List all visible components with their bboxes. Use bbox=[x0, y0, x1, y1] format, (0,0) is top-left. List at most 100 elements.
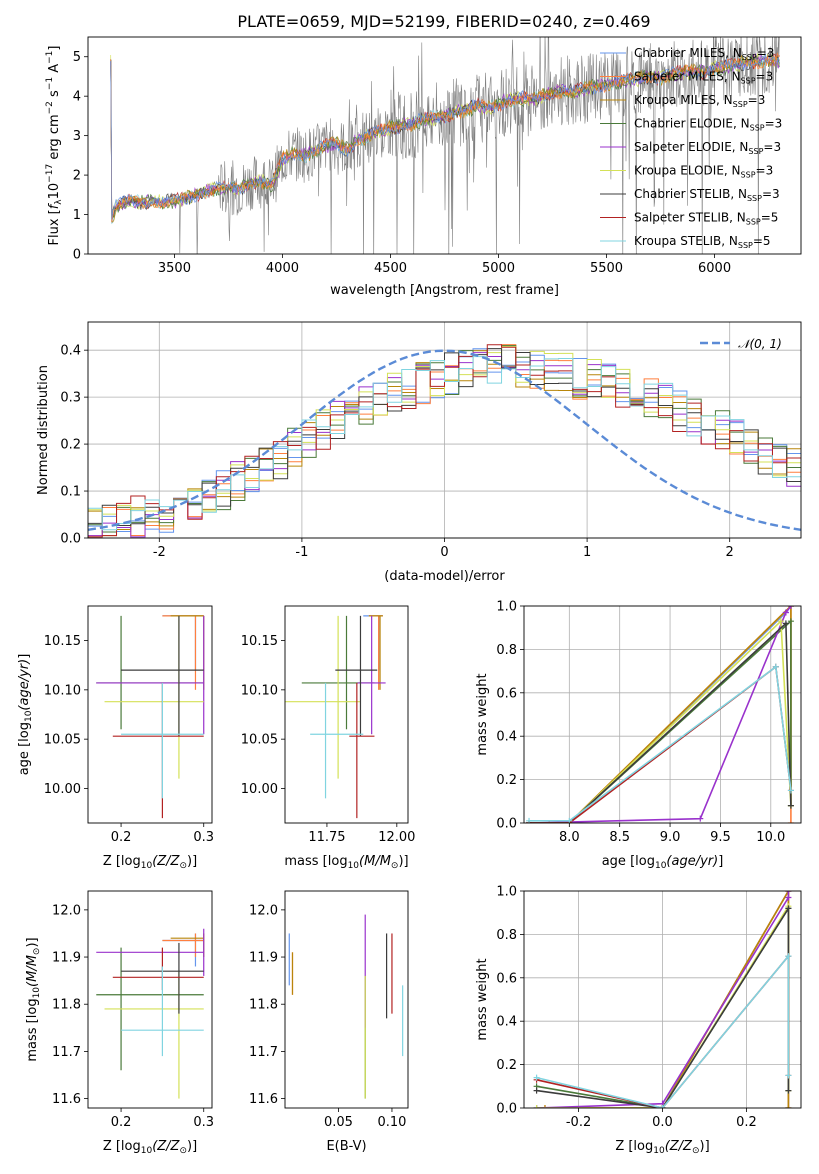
spectrum-ylabel-part: 10 bbox=[47, 183, 62, 200]
legend-sub: SSP bbox=[741, 171, 756, 180]
mass_vs_ebv-plot-area bbox=[288, 914, 404, 1099]
legend-text: Salpeter MILES, N bbox=[634, 70, 741, 84]
spectrum-xtick-label: 3500 bbox=[158, 261, 191, 276]
age_vs_mass-ytick-label: 10.05 bbox=[241, 733, 278, 748]
spectrum-xtick-label: 5500 bbox=[590, 261, 623, 276]
model-spectrum-chabrier_miles bbox=[110, 53, 780, 220]
xlabel-part: (Z/Z bbox=[665, 1139, 693, 1154]
weight-vs-age-xlabel: age [log10(age/yr)] bbox=[602, 854, 724, 871]
mass_vs_Z-ytick-label: 12.0 bbox=[52, 903, 81, 918]
legend-sub: SSP bbox=[747, 194, 762, 203]
mass_vs_Z-frame bbox=[87, 890, 213, 1109]
weight_vs_age-xtick-label: 10.0 bbox=[756, 830, 785, 845]
xlabel-part: (M/M bbox=[359, 854, 391, 869]
legend-label: Chabrier ELODIE, NSSP=3 bbox=[634, 117, 782, 133]
ylabel-part: )] bbox=[25, 937, 40, 947]
xlabel-part: ⊙ bbox=[179, 1146, 187, 1156]
weight-line-chabrier_elodie bbox=[529, 619, 792, 823]
xlabel-part: 10 bbox=[348, 861, 360, 871]
spectrum-ylabel-part: f bbox=[47, 202, 62, 209]
residuals-ytick-label: 0.0 bbox=[60, 532, 81, 547]
weight_vs_age-xtick-label: 9.5 bbox=[710, 830, 731, 845]
weight_vs_age-ytick-label: 0.2 bbox=[496, 773, 517, 788]
legend-label: Kroupa MILES, NSSP=3 bbox=[634, 93, 765, 109]
mass_vs_ebv-ytick-label: 11.6 bbox=[249, 1092, 278, 1107]
gauss-legend-label: 𝒩(0, 1) bbox=[738, 337, 782, 351]
spectrum-xtick-label: 4000 bbox=[266, 261, 299, 276]
residuals-panel: -2 -1 0 1 2 0.0 0.1 0.2 0.3 0.4 (data-model)/error… bbox=[36, 321, 802, 584]
mass-vs-Z-xlabel: Z [log10(Z/Z⊙)] bbox=[103, 1139, 197, 1156]
weight-marker bbox=[787, 787, 794, 794]
observed-spectrum-line bbox=[110, 37, 780, 254]
xlabel-part: 10 bbox=[141, 1146, 153, 1156]
spectrum-ytick-label: 2 bbox=[73, 169, 81, 184]
weight-marker bbox=[787, 618, 794, 625]
weight-line-salpeter_stelib bbox=[529, 665, 792, 823]
mass_vs_ebv-ytick-label: 11.8 bbox=[249, 998, 278, 1013]
mass_vs_Z-xtick-label: 0.2 bbox=[111, 1115, 132, 1130]
age_vs_Z-ytick-label: 10.05 bbox=[44, 733, 81, 748]
weight-marker bbox=[785, 894, 792, 901]
xlabel-part: )] bbox=[187, 1139, 197, 1154]
age_vs_Z-frame bbox=[87, 605, 213, 824]
weight-marker bbox=[533, 1074, 540, 1081]
weight-line-chabrier_miles bbox=[529, 606, 792, 823]
weight-line-kroupa_stelib bbox=[529, 665, 792, 822]
weight_vs_age-xtick-label: 8.5 bbox=[609, 830, 630, 845]
legend-sub: SSP bbox=[746, 218, 761, 227]
spectrum-ylabel-part: −17 bbox=[45, 164, 55, 183]
weight-line-kroupa_stelib bbox=[536, 953, 790, 1108]
weight-marker bbox=[787, 820, 794, 823]
weight_vs_Z-ytick-label: 0.2 bbox=[496, 1058, 517, 1073]
legend-suffix: =3 bbox=[756, 164, 774, 178]
xlabel-part: 10 bbox=[655, 861, 667, 871]
weight_vs_age-ytick-label: 0.4 bbox=[496, 730, 517, 745]
xlabel-part: ⊙ bbox=[179, 861, 187, 871]
residuals-xtick-label: 0 bbox=[440, 545, 448, 560]
ylabel-part: age [log bbox=[17, 722, 32, 775]
age_vs_Z-ytick-label: 10.00 bbox=[44, 782, 81, 797]
legend-sub: SSP bbox=[733, 100, 748, 109]
weight-marker bbox=[782, 620, 789, 627]
mass_vs_Z-ytick-label: 11.9 bbox=[52, 951, 81, 966]
age_vs_mass-xtick-label: 11.75 bbox=[308, 830, 345, 845]
age_vs_Z-ytick-label: 10.10 bbox=[44, 683, 81, 698]
weight-marker bbox=[787, 606, 794, 609]
spectrum-xtick-label: 6000 bbox=[698, 261, 731, 276]
legend-text: Kroupa ELODIE, N bbox=[634, 164, 741, 178]
spectrum-ylabel-part: ] bbox=[47, 46, 62, 51]
legend-sub: SSP bbox=[738, 241, 753, 250]
mass_vs_ebv-ytick-label: 11.7 bbox=[249, 1045, 278, 1060]
residuals-xtick-label: 2 bbox=[726, 545, 734, 560]
weight-marker bbox=[697, 815, 704, 822]
weight_vs_Z-frame bbox=[523, 890, 802, 1109]
legend-label: Kroupa ELODIE, NSSP=3 bbox=[634, 164, 773, 180]
mass_vs_ebv-frame bbox=[284, 890, 409, 1109]
weight-marker bbox=[533, 1087, 540, 1094]
histogram-kroupa_stelib bbox=[88, 356, 801, 531]
legend-label: Salpeter ELODIE, NSSP=3 bbox=[634, 140, 781, 156]
spectrum-ylabel: Flux [fλ10−17 erg cm−2 s−1 A−1] bbox=[45, 46, 64, 246]
xlabel-part: )] bbox=[187, 854, 197, 869]
weight-marker bbox=[541, 1105, 548, 1108]
legend-label: Kroupa STELIB, NSSP=5 bbox=[634, 234, 771, 250]
spectrum-title: PLATE=0659, MJD=52199, FIBERID=0240, z=0… bbox=[237, 12, 650, 31]
ylabel-part: (M/M bbox=[25, 955, 40, 987]
spectrum-ytick-label: 4 bbox=[73, 90, 81, 105]
legend-text: Chabrier MILES, N bbox=[634, 46, 742, 60]
mass_vs_Z-ytick-label: 11.6 bbox=[52, 1092, 81, 1107]
spectrum-ylabel-part: −1 bbox=[45, 77, 55, 90]
spectrum-ylabel-part: λ bbox=[54, 199, 64, 205]
xlabel-part: mass [log bbox=[284, 854, 347, 869]
weight_vs_Z-xtick-label: 0.2 bbox=[736, 1115, 757, 1130]
mass_vs_ebv-xtick-label: 0.10 bbox=[377, 1115, 406, 1130]
spectrum-panel: 3500 4000 4500 5000 5500 6000 0 1 2 3 4 5 wavelength… bbox=[45, 36, 802, 298]
ylabel-part: 10 bbox=[32, 987, 42, 999]
weight_vs_Z-ytick-label: 1.0 bbox=[496, 885, 517, 900]
legend-suffix: =3 bbox=[748, 93, 766, 107]
residuals-ytick-label: 0.4 bbox=[60, 344, 81, 359]
age-vs-Z-xlabel: Z [log10(Z/Z⊙)] bbox=[103, 854, 197, 871]
weight-marker bbox=[785, 1087, 792, 1094]
age_vs_mass-ytick-label: 10.15 bbox=[241, 634, 278, 649]
weight_vs_age-plot-area bbox=[526, 606, 794, 823]
